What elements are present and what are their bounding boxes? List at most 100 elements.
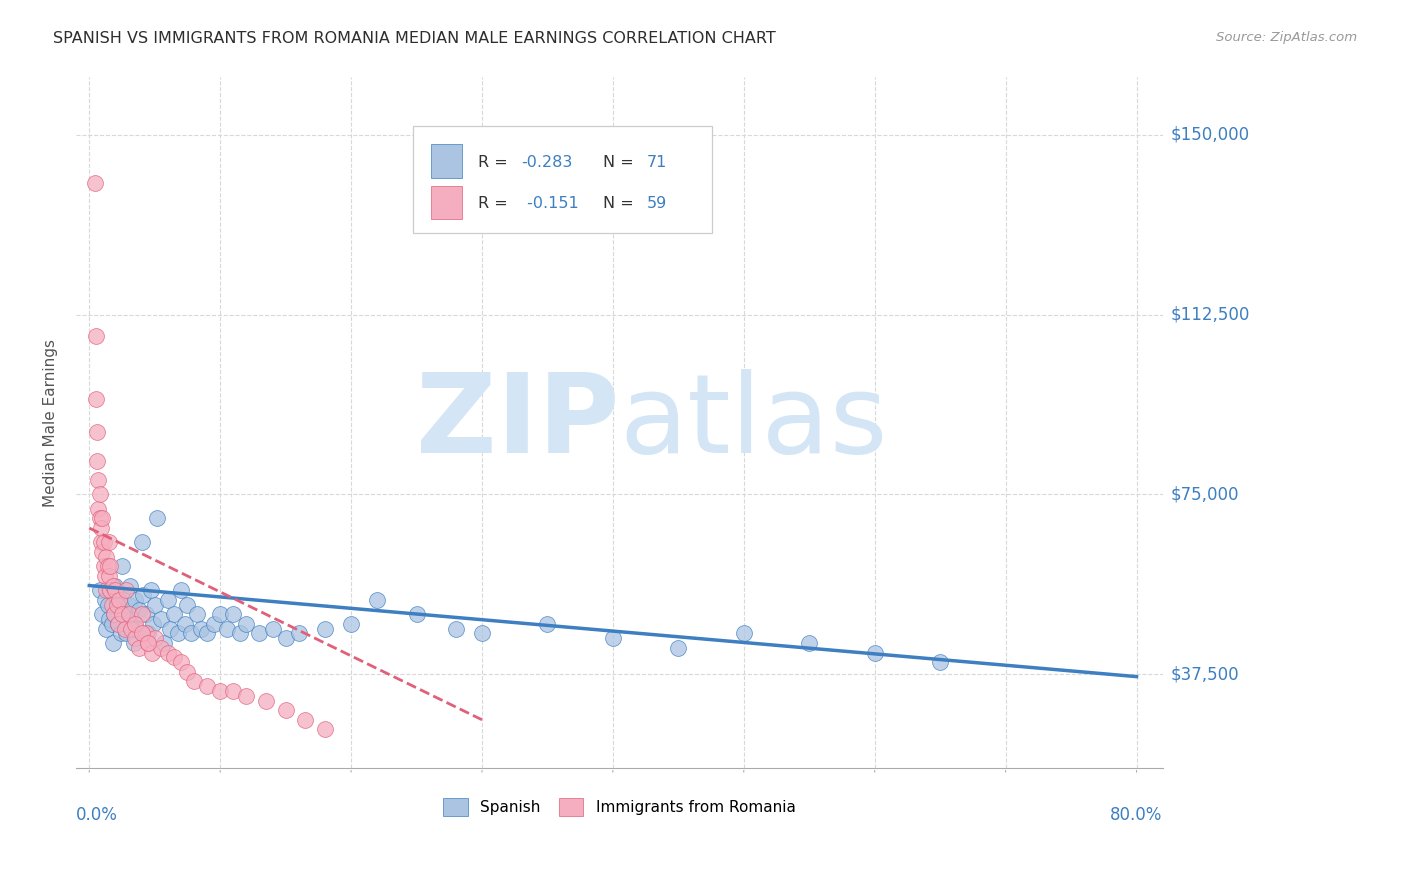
Point bbox=[163, 650, 186, 665]
Point bbox=[87, 501, 110, 516]
Point bbox=[84, 392, 107, 406]
Point bbox=[97, 535, 120, 549]
Point bbox=[89, 487, 111, 501]
Point bbox=[209, 607, 232, 622]
Point bbox=[96, 583, 118, 598]
Text: N =: N = bbox=[603, 155, 638, 169]
Point bbox=[195, 626, 218, 640]
Point bbox=[136, 626, 159, 640]
Point bbox=[100, 598, 122, 612]
Point bbox=[666, 640, 689, 655]
Point bbox=[97, 559, 120, 574]
Point bbox=[108, 598, 131, 612]
Point bbox=[143, 598, 166, 612]
Point bbox=[141, 646, 163, 660]
Text: -0.283: -0.283 bbox=[522, 155, 574, 169]
Point bbox=[222, 607, 245, 622]
Point bbox=[97, 583, 120, 598]
Point bbox=[150, 640, 173, 655]
Text: -0.151: -0.151 bbox=[522, 195, 578, 211]
Point bbox=[128, 640, 150, 655]
Point bbox=[104, 583, 127, 598]
Point bbox=[444, 622, 467, 636]
Point bbox=[262, 622, 284, 636]
Point bbox=[170, 655, 193, 669]
Point bbox=[91, 607, 114, 622]
Point bbox=[103, 607, 125, 622]
Point bbox=[105, 593, 128, 607]
Point bbox=[111, 559, 134, 574]
Point bbox=[124, 632, 146, 646]
Point bbox=[150, 612, 173, 626]
Point bbox=[96, 549, 118, 564]
Text: R =: R = bbox=[478, 155, 513, 169]
Point bbox=[87, 473, 110, 487]
Point bbox=[114, 622, 136, 636]
Point bbox=[314, 723, 336, 737]
Point bbox=[136, 636, 159, 650]
FancyBboxPatch shape bbox=[432, 186, 463, 219]
Point bbox=[91, 511, 114, 525]
Point bbox=[120, 622, 142, 636]
Point bbox=[90, 535, 112, 549]
Point bbox=[235, 689, 257, 703]
Point bbox=[146, 511, 169, 525]
Point bbox=[405, 607, 427, 622]
Point bbox=[124, 593, 146, 607]
Point bbox=[125, 622, 148, 636]
Point bbox=[118, 578, 141, 592]
Point bbox=[159, 622, 181, 636]
Point bbox=[115, 583, 138, 598]
Point bbox=[131, 535, 153, 549]
Point bbox=[167, 626, 190, 640]
Point bbox=[135, 607, 157, 622]
Point bbox=[274, 703, 297, 717]
Point bbox=[314, 622, 336, 636]
Point bbox=[799, 636, 821, 650]
Point bbox=[143, 632, 166, 646]
Point bbox=[98, 583, 121, 598]
Y-axis label: Median Male Earnings: Median Male Earnings bbox=[44, 339, 58, 507]
Point bbox=[163, 607, 186, 622]
Text: ZIP: ZIP bbox=[416, 369, 620, 476]
Point bbox=[131, 607, 153, 622]
Point bbox=[111, 607, 134, 622]
Point bbox=[98, 559, 121, 574]
Point bbox=[124, 616, 146, 631]
Point bbox=[89, 511, 111, 525]
Point bbox=[114, 607, 136, 622]
Text: R =: R = bbox=[478, 195, 513, 211]
Point bbox=[86, 425, 108, 439]
Point bbox=[121, 612, 143, 626]
Point bbox=[128, 602, 150, 616]
FancyBboxPatch shape bbox=[432, 145, 463, 178]
Point bbox=[215, 622, 238, 636]
Point bbox=[190, 622, 212, 636]
Text: 80.0%: 80.0% bbox=[1111, 805, 1163, 823]
Point bbox=[115, 616, 138, 631]
Point bbox=[235, 616, 257, 631]
Point bbox=[249, 626, 271, 640]
Point bbox=[117, 598, 139, 612]
Point bbox=[97, 569, 120, 583]
Point bbox=[117, 607, 139, 622]
Point bbox=[91, 545, 114, 559]
Point bbox=[89, 583, 111, 598]
Point bbox=[84, 329, 107, 343]
Point bbox=[156, 593, 179, 607]
Text: Source: ZipAtlas.com: Source: ZipAtlas.com bbox=[1216, 31, 1357, 45]
Text: SPANISH VS IMMIGRANTS FROM ROMANIA MEDIAN MALE EARNINGS CORRELATION CHART: SPANISH VS IMMIGRANTS FROM ROMANIA MEDIA… bbox=[53, 31, 776, 46]
Text: 0.0%: 0.0% bbox=[76, 805, 118, 823]
Point bbox=[107, 616, 129, 631]
Point bbox=[110, 626, 132, 640]
Point bbox=[156, 646, 179, 660]
Point bbox=[105, 598, 128, 612]
Text: $75,000: $75,000 bbox=[1171, 485, 1240, 503]
Point bbox=[108, 593, 131, 607]
Point bbox=[202, 616, 225, 631]
Point bbox=[536, 616, 558, 631]
Point bbox=[142, 616, 165, 631]
Point bbox=[93, 559, 115, 574]
Point bbox=[101, 578, 124, 592]
Point bbox=[139, 583, 162, 598]
